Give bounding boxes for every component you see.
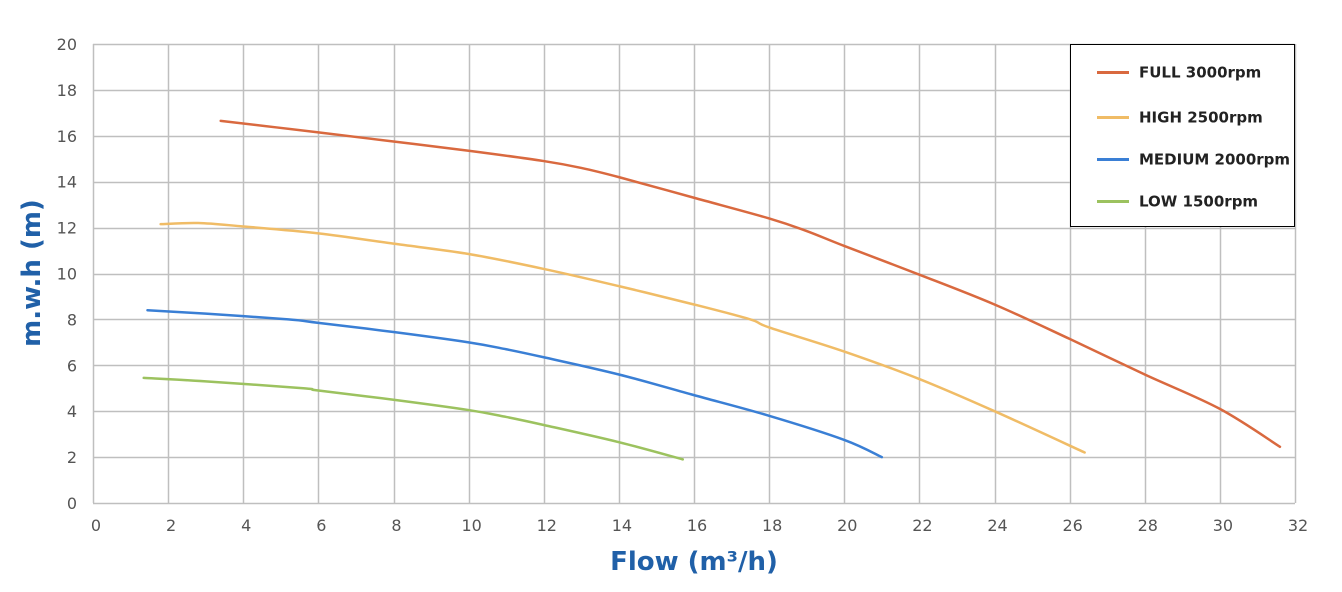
y-tick-label: 4 bbox=[67, 402, 77, 421]
x-tick-label: 6 bbox=[316, 516, 326, 535]
y-tick-label: 20 bbox=[57, 35, 77, 54]
series-line-low-1500rpm bbox=[142, 376, 684, 461]
x-tick-label: 30 bbox=[1213, 516, 1233, 535]
y-axis-tick-labels: 0 2 4 6 8 10 12 14 16 18 20 bbox=[57, 35, 77, 513]
x-tick-label: 26 bbox=[1062, 516, 1082, 535]
y-tick-label: 10 bbox=[57, 265, 77, 284]
x-tick-label: 18 bbox=[762, 516, 782, 535]
legend-label: FULL 3000rpm bbox=[1139, 64, 1261, 82]
legend-items: FULL 3000rpm HIGH 2500rpm MEDIUM 2000rpm LO… bbox=[1097, 64, 1290, 211]
legend-box bbox=[1070, 44, 1295, 227]
y-tick-label: 8 bbox=[67, 310, 77, 329]
x-tick-label: 22 bbox=[912, 516, 932, 535]
x-tick-label: 4 bbox=[241, 516, 251, 535]
y-tick-label: 0 bbox=[67, 494, 77, 513]
x-axis-tick-labels: 0 2 4 6 8 10 12 14 16 18 20 22 24 26 28 30 32 bbox=[91, 516, 1308, 535]
x-tick-label: 20 bbox=[837, 516, 857, 535]
x-tick-label: 28 bbox=[1138, 516, 1158, 535]
series-line-high-2500rpm bbox=[159, 221, 1086, 454]
legend-label: MEDIUM 2000rpm bbox=[1139, 151, 1290, 169]
y-tick-label: 16 bbox=[57, 127, 77, 146]
grid-lines bbox=[92, 43, 1297, 505]
x-tick-label: 12 bbox=[537, 516, 557, 535]
y-tick-label: 12 bbox=[57, 219, 77, 238]
y-tick-label: 6 bbox=[67, 356, 77, 375]
series-line-full-3000rpm bbox=[219, 119, 1282, 449]
series-lines bbox=[142, 119, 1282, 461]
x-tick-label: 8 bbox=[391, 516, 401, 535]
x-axis-title: Flow (m³/h) bbox=[610, 547, 778, 577]
legend-label: LOW 1500rpm bbox=[1139, 193, 1258, 211]
y-tick-label: 2 bbox=[67, 448, 77, 467]
x-tick-label: 16 bbox=[687, 516, 707, 535]
x-tick-label: 32 bbox=[1288, 516, 1308, 535]
series-line-medium-2000rpm bbox=[146, 308, 884, 459]
y-axis-title: m.w.h (m) bbox=[17, 199, 47, 347]
legend: FULL 3000rpm HIGH 2500rpm MEDIUM 2000rpm LO… bbox=[1070, 44, 1295, 227]
legend-label: HIGH 2500rpm bbox=[1139, 109, 1263, 127]
y-tick-label: 14 bbox=[57, 173, 77, 192]
x-tick-label: 24 bbox=[987, 516, 1007, 535]
y-tick-label: 18 bbox=[57, 81, 77, 100]
x-tick-label: 2 bbox=[166, 516, 176, 535]
x-tick-label: 0 bbox=[91, 516, 101, 535]
x-tick-label: 14 bbox=[612, 516, 632, 535]
x-tick-label: 10 bbox=[461, 516, 481, 535]
